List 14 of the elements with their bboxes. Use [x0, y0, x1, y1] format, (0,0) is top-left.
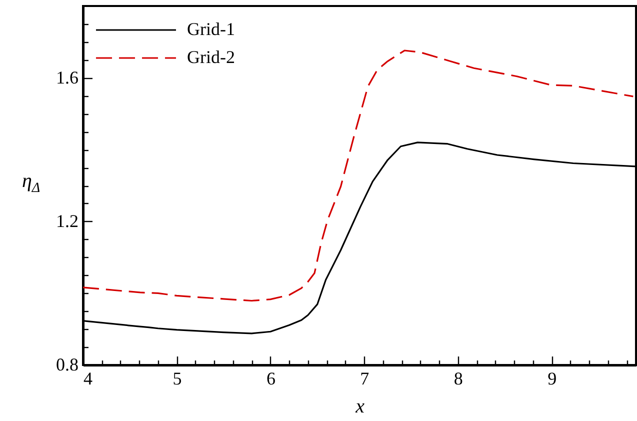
y-tick-label: 1.2 [56, 210, 78, 231]
x-tick-label: 4 [84, 368, 92, 388]
x-tick-label: 8 [454, 368, 463, 388]
legend-label: Grid-2 [187, 47, 235, 67]
x-tick-label: 5 [172, 368, 182, 388]
x-axis-title: x [354, 396, 365, 418]
legend-label: Grid-1 [187, 19, 235, 39]
x-tick-label: 6 [266, 368, 276, 388]
y-tick-label: 1.6 [56, 67, 78, 88]
x-tick-label: 9 [548, 368, 557, 388]
line-series [83, 50, 634, 302]
y-axis-title: η$_{Δ}$ [22, 170, 40, 197]
x-tick-label: 7 [360, 368, 370, 388]
y-tick-label: 0.8 [56, 354, 78, 374]
